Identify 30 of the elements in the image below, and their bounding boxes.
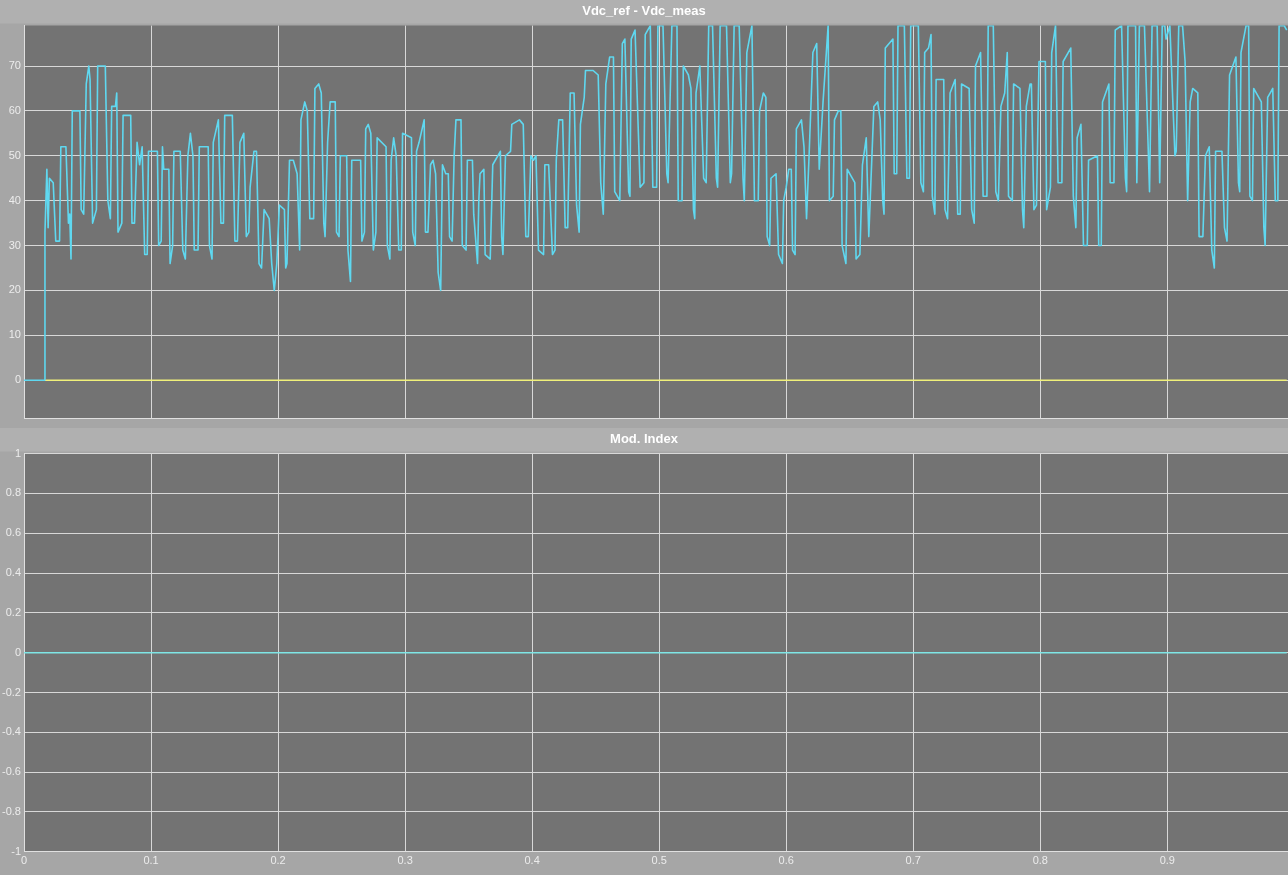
x-tick-label: 0.6 — [778, 854, 794, 867]
x-tick-label: 0.8 — [1032, 854, 1048, 867]
y-tick-label: 30 — [8, 238, 21, 251]
chart-title: Vdc_ref - Vdc_meas — [582, 3, 706, 19]
x-tick-label: 0.5 — [651, 854, 667, 867]
chart-title: Mod. Index — [610, 431, 679, 447]
y-tick-label: -0.6 — [2, 765, 21, 778]
y-tick-label: -1 — [11, 844, 21, 857]
y-tick-label: 60 — [8, 103, 21, 116]
y-tick-label: -0.2 — [2, 685, 21, 698]
y-tick-label: 0.8 — [5, 486, 21, 499]
y-tick-label: 50 — [8, 148, 21, 161]
x-tick-label: 0.4 — [524, 854, 540, 867]
x-tick-label: 0.3 — [397, 854, 413, 867]
y-tick-label: 40 — [8, 193, 21, 206]
y-tick-label: 0.4 — [5, 566, 21, 579]
y-tick-label: 0 — [14, 645, 21, 658]
y-tick-label: 10 — [8, 328, 21, 341]
x-tick-label: 0.9 — [1159, 854, 1175, 867]
x-tick-label: 0.7 — [905, 854, 921, 867]
y-tick-label: -0.8 — [2, 805, 21, 818]
y-tick-label: 0 — [14, 373, 21, 386]
y-tick-label: 0.2 — [5, 605, 21, 618]
x-tick-label: 0.2 — [270, 854, 286, 867]
y-tick-label: 1 — [14, 446, 21, 459]
y-tick-label: -0.4 — [2, 725, 21, 738]
y-tick-label: 70 — [8, 59, 21, 72]
y-tick-label: 20 — [8, 283, 21, 296]
x-tick-label: 0.1 — [143, 854, 159, 867]
y-tick-label: 0.6 — [5, 526, 21, 539]
